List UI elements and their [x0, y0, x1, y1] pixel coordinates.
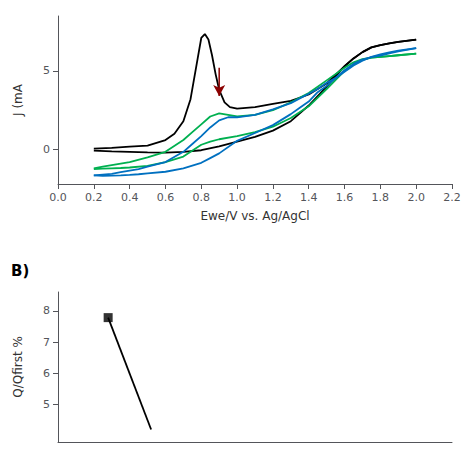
svg-text:J (mA: J (mA — [11, 83, 25, 117]
svg-text:2.0: 2.0 — [407, 191, 425, 204]
svg-text:0: 0 — [43, 143, 50, 156]
svg-text:5: 5 — [43, 64, 50, 77]
svg-text:Ewe/V vs. Ag/AgCl: Ewe/V vs. Ag/AgCl — [200, 209, 309, 223]
svg-text:7: 7 — [43, 336, 50, 349]
svg-text:1.0: 1.0 — [228, 191, 246, 204]
svg-text:1.2: 1.2 — [264, 191, 282, 204]
svg-text:1.4: 1.4 — [300, 191, 318, 204]
svg-text:0.8: 0.8 — [193, 191, 211, 204]
svg-text:5: 5 — [43, 398, 50, 411]
svg-text:0.2: 0.2 — [85, 191, 103, 204]
svg-text:0.6: 0.6 — [157, 191, 175, 204]
svg-text:2.2: 2.2 — [443, 191, 461, 204]
svg-text:1.8: 1.8 — [372, 191, 390, 204]
svg-text:B): B) — [11, 262, 29, 280]
svg-text:1.6: 1.6 — [336, 191, 354, 204]
svg-text:6: 6 — [43, 367, 50, 380]
svg-text:8: 8 — [43, 304, 50, 317]
svg-text:Q/Qfirst %: Q/Qfirst % — [11, 336, 25, 398]
svg-text:0.0: 0.0 — [49, 191, 67, 204]
svg-text:0.4: 0.4 — [121, 191, 139, 204]
